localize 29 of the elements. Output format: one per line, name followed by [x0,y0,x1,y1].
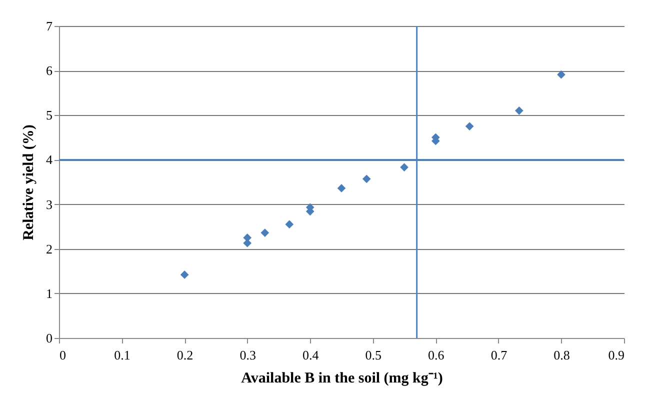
x-axis-title: Available B in the soil (mg kg⁻¹) [241,370,443,386]
point [337,184,346,192]
y-tick-label: 2 [46,241,52,256]
y-tick-label: 4 [46,152,53,168]
x-tick-label: 0 [60,348,66,362]
point [362,174,371,184]
point [180,270,189,279]
x-tick-label: 0.9 [608,348,624,362]
y-tick-label: 3 [46,196,52,212]
x-tick-label: 0.8 [554,348,570,362]
y-tick-label: 7 [46,18,53,34]
y-axis-title: Relative yield (%) [21,124,37,240]
y-tick-label: 5 [46,108,52,123]
point [557,70,566,79]
y-tick-label: 1 [46,286,52,301]
point [400,163,408,172]
point [514,106,524,115]
x-tick-label: 0.1 [114,348,130,362]
point [260,228,270,237]
x-tick-label: 0.6 [428,348,445,362]
y-tick-label: 0 [46,330,52,346]
x-tick-label: 0.4 [302,348,320,362]
x-tick-label: 0.3 [240,348,256,362]
x-tick-label: 0.5 [365,348,382,362]
x-tick-label: 0.2 [176,348,194,362]
y-tick-label: 6 [46,63,53,78]
point [465,122,474,130]
point [285,220,294,229]
x-tick-label: 0.7 [490,348,508,362]
